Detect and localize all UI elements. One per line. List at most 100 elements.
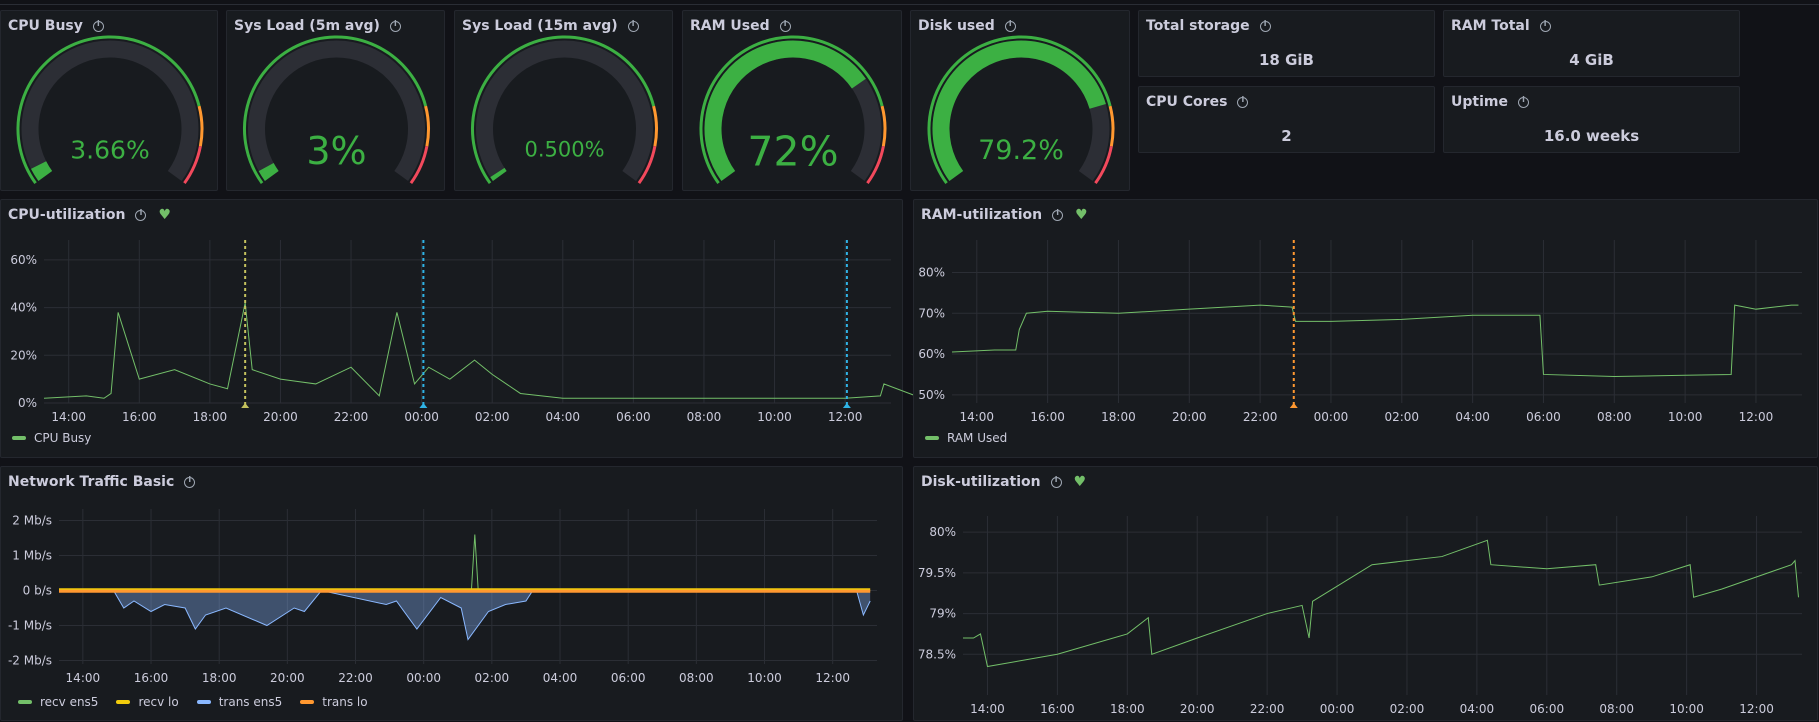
disk-used-title: Disk used xyxy=(918,18,1016,34)
info-icon[interactable] xyxy=(627,19,639,32)
cpu-busy-panel: CPU Busy 3.66% xyxy=(0,10,218,191)
x-tick-label: 12:00 xyxy=(1739,702,1774,716)
x-tick-label: 18:00 xyxy=(1110,702,1145,716)
uptime-panel: Uptime 16.0 weeks xyxy=(1443,86,1740,153)
network-legend: recv ens5 recv lo trans ens5 trans lo xyxy=(18,695,368,709)
gauge-threshold-band xyxy=(866,145,885,184)
sys-load-5m-gauge: 3% xyxy=(243,35,430,184)
cpu-cores-value: 2 xyxy=(1281,127,1292,145)
uptime-title: Uptime xyxy=(1451,94,1529,110)
x-tick-label: 02:00 xyxy=(1384,410,1419,424)
annotation-marker[interactable] xyxy=(241,403,250,408)
x-tick-label: 08:00 xyxy=(687,410,722,424)
info-icon[interactable] xyxy=(92,19,104,32)
series-line[interactable] xyxy=(43,267,1019,399)
y-tick-label: 79% xyxy=(929,607,956,621)
legend-item-recv-ens5[interactable]: recv ens5 xyxy=(18,695,98,709)
annotation-marker[interactable] xyxy=(842,403,851,408)
gauge-track xyxy=(248,40,425,182)
gauge-threshold-band xyxy=(637,145,657,184)
gauge-threshold-band xyxy=(471,35,656,184)
gauge-threshold-band xyxy=(183,145,202,184)
gauge-threshold-band xyxy=(243,35,428,184)
x-tick-label: 08:00 xyxy=(679,671,714,685)
y-tick-label: -2 Mb/s xyxy=(8,654,52,668)
sys-load-15m-panel: Sys Load (15m avg) 0.500% xyxy=(454,10,673,191)
x-tick-label: 02:00 xyxy=(475,410,510,424)
info-icon[interactable] xyxy=(1004,19,1016,32)
ram-used-title: RAM Used xyxy=(690,18,791,34)
x-tick-label: 12:00 xyxy=(828,410,863,424)
x-tick-label: 16:00 xyxy=(134,671,169,685)
gauge-value-arc xyxy=(490,167,507,182)
ram-utilization-title: RAM-utilization♥ xyxy=(921,207,1088,223)
gauge-threshold-band xyxy=(880,105,887,147)
x-tick-label: 16:00 xyxy=(1040,702,1075,716)
series-area xyxy=(113,590,871,640)
y-tick-label: 78.5% xyxy=(918,647,956,661)
info-icon[interactable] xyxy=(135,208,147,221)
info-icon[interactable] xyxy=(184,475,196,488)
legend-item-recv-lo[interactable]: recv lo xyxy=(116,695,179,709)
y-tick-label: 80% xyxy=(918,265,945,279)
y-tick-label: 70% xyxy=(918,306,945,320)
ram-legend: RAM Used xyxy=(925,431,1007,445)
legend-item-trans-lo[interactable]: trans lo xyxy=(300,695,368,709)
x-tick-label: 04:00 xyxy=(1455,410,1490,424)
y-tick-label: 2 Mb/s xyxy=(12,514,52,528)
gauge-threshold-band xyxy=(1094,145,1113,184)
x-tick-label: 14:00 xyxy=(959,410,994,424)
cpu-cores-panel: CPU Cores 2 xyxy=(1138,86,1435,153)
x-tick-label: 06:00 xyxy=(611,671,646,685)
x-tick-label: 18:00 xyxy=(1101,410,1136,424)
ram-total-value: 4 GiB xyxy=(1569,51,1614,69)
info-icon[interactable] xyxy=(779,19,791,32)
y-tick-label: -1 Mb/s xyxy=(8,619,52,633)
annotation-marker[interactable] xyxy=(419,403,428,408)
legend-item-cpu-busy[interactable]: CPU Busy xyxy=(12,431,91,445)
series-line[interactable] xyxy=(113,589,871,641)
x-tick-label: 00:00 xyxy=(1320,702,1355,716)
series-line[interactable] xyxy=(963,539,1800,668)
sys-load-15m-gauge: 0.500% xyxy=(471,35,658,184)
total-storage-title: Total storage xyxy=(1146,18,1271,34)
x-tick-label: 18:00 xyxy=(193,410,228,424)
x-tick-label: 16:00 xyxy=(122,410,157,424)
sys-load-5m-panel: Sys Load (5m avg) 3% xyxy=(226,10,445,191)
info-icon[interactable] xyxy=(1052,208,1064,221)
info-icon[interactable] xyxy=(1259,19,1271,32)
x-tick-label: 00:00 xyxy=(1314,410,1349,424)
info-icon[interactable] xyxy=(1517,95,1529,108)
gauge-value-arc xyxy=(932,40,1106,182)
x-tick-label: 06:00 xyxy=(1530,702,1565,716)
series-line[interactable] xyxy=(470,534,479,591)
gauge-value-text: 3% xyxy=(306,129,366,173)
disk-used-panel: Disk used 79.2% xyxy=(910,10,1130,191)
legend-item-trans-ens5[interactable]: trans ens5 xyxy=(196,695,282,709)
x-tick-label: 22:00 xyxy=(338,671,373,685)
x-tick-label: 14:00 xyxy=(66,671,101,685)
info-icon[interactable] xyxy=(389,19,401,32)
series-line[interactable] xyxy=(951,304,1799,377)
heart-icon: ♥ xyxy=(158,207,172,223)
x-tick-label: 10:00 xyxy=(1668,410,1703,424)
info-icon[interactable] xyxy=(1539,19,1551,32)
top-bar xyxy=(0,0,1819,5)
x-tick-label: 04:00 xyxy=(545,410,580,424)
cpu-utilization-title: CPU-utilization♥ xyxy=(8,207,171,223)
info-icon[interactable] xyxy=(1237,95,1249,108)
network-traffic-panel: Network Traffic Basic 2 Mb/s 1 Mb/s 0 b/s -… xyxy=(0,466,903,721)
y-tick-label: 60% xyxy=(918,347,945,361)
y-tick-label: 50% xyxy=(918,388,945,402)
y-tick-label: 40% xyxy=(10,301,37,315)
x-tick-label: 10:00 xyxy=(757,410,792,424)
ram-used-gauge: 72% xyxy=(699,35,887,184)
info-icon[interactable] xyxy=(1050,475,1062,488)
x-tick-label: 08:00 xyxy=(1597,410,1632,424)
y-tick-label: 0% xyxy=(18,396,37,410)
legend-item-ram-used[interactable]: RAM Used xyxy=(925,431,1007,445)
x-tick-label: 16:00 xyxy=(1030,410,1065,424)
x-tick-label: 10:00 xyxy=(1669,702,1704,716)
annotation-marker[interactable] xyxy=(1289,403,1298,408)
y-tick-label: 20% xyxy=(10,348,37,362)
